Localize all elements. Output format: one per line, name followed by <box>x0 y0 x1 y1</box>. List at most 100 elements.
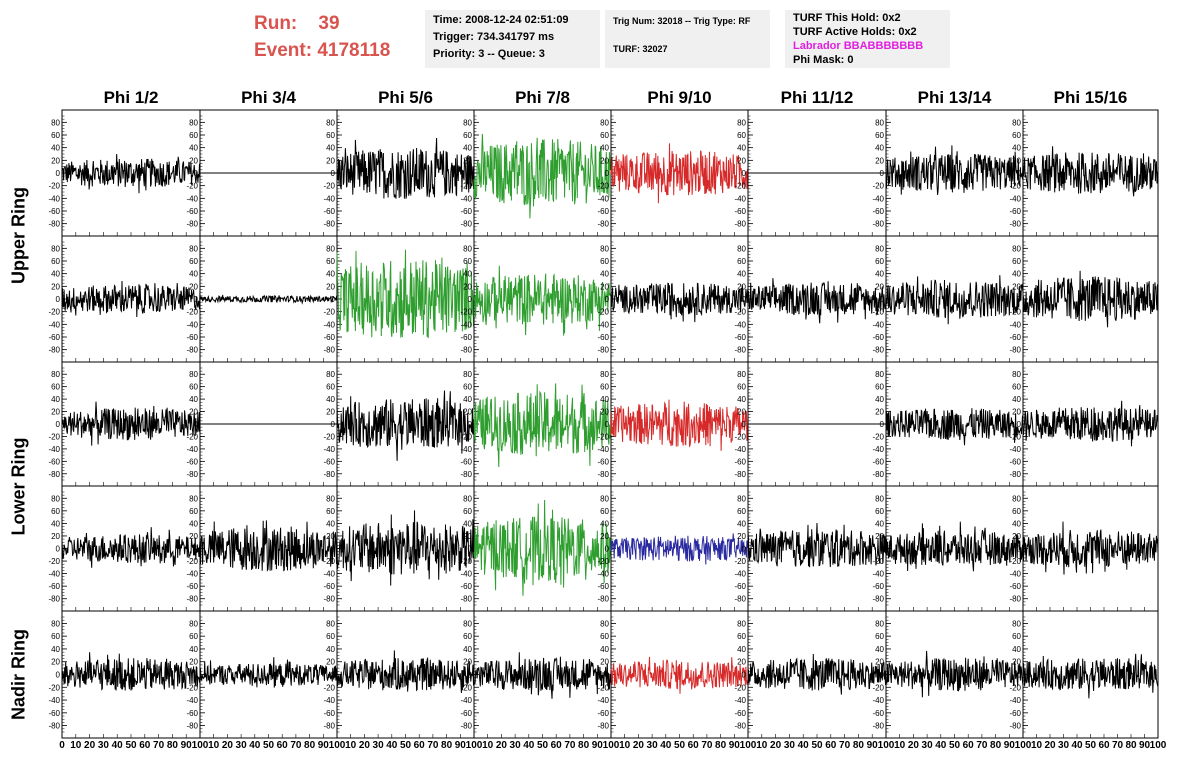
y-tick-label: 60 <box>1012 131 1021 140</box>
x-tick-label: 30 <box>1058 740 1070 751</box>
y-tick-label: 80 <box>875 494 884 503</box>
y-tick-label: 80 <box>51 494 60 503</box>
y-tick-label: 20 <box>189 532 198 541</box>
x-tick-label: 50 <box>400 740 412 751</box>
x-tick-label: 80 <box>304 740 316 751</box>
x-tick-label: 30 <box>236 740 248 751</box>
x-tick-label: 70 <box>427 740 439 751</box>
y-tick-label: 0 <box>468 545 473 554</box>
y-tick-label: 40 <box>875 519 884 528</box>
x-tick-label: 70 <box>839 740 851 751</box>
y-tick-label: 40 <box>51 270 60 279</box>
y-tick-label: 20 <box>326 658 335 667</box>
y-tick-label: -20 <box>1009 432 1021 441</box>
x-tick-label: 80 <box>715 740 727 751</box>
y-tick-label: 60 <box>189 507 198 516</box>
y-tick-label: 0 <box>605 545 610 554</box>
y-tick-label: -80 <box>597 595 609 604</box>
x-tick-label: 50 <box>1085 740 1097 751</box>
y-tick-label: -80 <box>1009 346 1021 355</box>
waveform-trace <box>885 408 1024 446</box>
y-tick-label: 20 <box>326 408 335 417</box>
y-tick-label: 20 <box>875 156 884 165</box>
y-tick-label: -20 <box>734 683 746 692</box>
waveform-trace <box>747 653 887 695</box>
waveform-trace <box>199 657 338 688</box>
y-tick-label: 40 <box>875 395 884 404</box>
y-tick-label: 40 <box>326 144 335 153</box>
y-tick-label: 80 <box>600 118 609 127</box>
x-tick-label: 80 <box>441 740 453 751</box>
y-tick-label: -80 <box>597 722 609 731</box>
y-tick-label: 0 <box>1017 545 1022 554</box>
y-tick-label: -20 <box>1009 683 1021 692</box>
x-tick-label: 70 <box>701 740 713 751</box>
waveform-panel: -80 -60 -40 -20 0 20 40 60 80 <box>872 109 1024 237</box>
y-tick-label: 80 <box>189 118 198 127</box>
trig-num-text: Trig Num: 32018 -- Trig Type: RF <box>613 16 751 26</box>
y-tick-label: 60 <box>326 257 335 266</box>
waveform-trace <box>199 520 338 572</box>
waveform-panel: -80 -60 -40 -20 0 20 40 60 80 <box>48 485 201 612</box>
y-tick-label: -60 <box>872 457 884 466</box>
y-tick-label: -60 <box>872 709 884 718</box>
waveform-panel: -80 -60 -40 -20 0 20 40 60 80 <box>460 109 612 237</box>
y-tick-label: -40 <box>323 194 335 203</box>
y-tick-label: -80 <box>48 346 60 355</box>
run-event-block: Run: 39 Event: 4178118 <box>254 10 390 64</box>
y-tick-label: 60 <box>463 257 472 266</box>
y-tick-label: 40 <box>737 270 746 279</box>
x-tick-label: 10 <box>1031 740 1043 751</box>
turf-text: TURF: 32027 <box>613 44 668 54</box>
x-tick-label: 50 <box>125 740 137 751</box>
y-tick-label: 0 <box>56 671 61 680</box>
y-tick-label: 80 <box>189 244 198 253</box>
y-tick-label: 0 <box>468 420 473 429</box>
waveform-panel: -80 -60 -40 -20 0 20 40 60 80 <box>186 485 338 612</box>
y-tick-label: -20 <box>460 432 472 441</box>
waveform-panel: -80 -60 -40 -20 0 20 40 60 80 <box>186 361 338 487</box>
y-tick-label: 40 <box>600 395 609 404</box>
phi-mask-text: Phi Mask: 0 <box>793 54 854 66</box>
y-tick-label: -60 <box>734 457 746 466</box>
y-tick-label: -60 <box>460 709 472 718</box>
y-tick-label: 20 <box>326 532 335 541</box>
y-tick-label: -80 <box>1009 595 1021 604</box>
y-tick-label: 0 <box>605 671 610 680</box>
y-tick-label: -20 <box>323 308 335 317</box>
y-tick-label: 80 <box>875 370 884 379</box>
y-tick-label: -80 <box>460 346 472 355</box>
y-tick-label: -40 <box>872 194 884 203</box>
y-tick-label: 0 <box>194 545 199 554</box>
waveform-panel: -80 -60 -40 -20 0 20 40 60 80 <box>872 485 1024 612</box>
waveform-panel: -80 -60 -40 -20 0 20 40 60 80 <box>597 109 749 237</box>
y-tick-label: 60 <box>875 507 884 516</box>
y-tick-label: -60 <box>1009 457 1021 466</box>
y-tick-label: -40 <box>734 445 746 454</box>
y-tick-label: -80 <box>872 595 884 604</box>
y-tick-label: 80 <box>737 244 746 253</box>
x-tick-label: 20 <box>1044 740 1056 751</box>
y-tick-label: -40 <box>734 696 746 705</box>
y-tick-label: -60 <box>48 709 60 718</box>
y-tick-label: -60 <box>186 709 198 718</box>
y-tick-label: 60 <box>737 507 746 516</box>
y-tick-label: 20 <box>737 532 746 541</box>
x-tick-label: 20 <box>84 740 96 751</box>
y-tick-label: -20 <box>734 557 746 566</box>
y-tick-label: 0 <box>194 295 199 304</box>
x-tick-label: 10 <box>894 740 906 751</box>
y-tick-label: 0 <box>880 420 885 429</box>
y-tick-label: 20 <box>189 408 198 417</box>
y-tick-label: -80 <box>186 220 198 229</box>
y-tick-label: 0 <box>468 295 473 304</box>
waveform-panel: -80 -60 -40 -20 0 20 40 60 80 <box>460 235 612 363</box>
y-tick-label: -20 <box>1009 182 1021 191</box>
y-tick-label: 40 <box>463 270 472 279</box>
y-tick-label: -80 <box>323 220 335 229</box>
x-tick-label: 70 <box>153 740 165 751</box>
y-tick-label: -40 <box>1009 320 1021 329</box>
x-tick-label: 10 <box>208 740 220 751</box>
y-tick-label: 80 <box>51 244 60 253</box>
event-line: Event: 4178118 <box>254 37 390 64</box>
